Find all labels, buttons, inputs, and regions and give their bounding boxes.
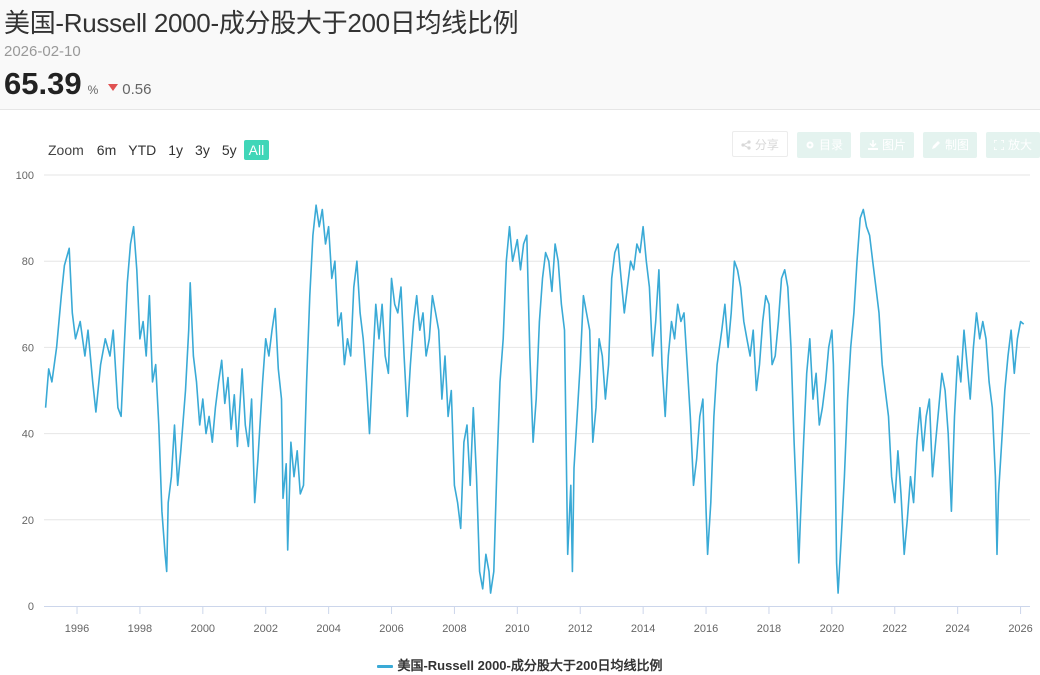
y-tick-label: 0: [28, 601, 34, 613]
draw-button[interactable]: 制图: [922, 132, 977, 158]
down-arrow-icon: [108, 84, 119, 92]
download-icon: [867, 140, 878, 150]
chart-gridlines: [44, 174, 1030, 521]
y-tick-label: 80: [22, 256, 34, 268]
y-tick-label: 20: [22, 515, 34, 527]
value-change: 0.56: [122, 81, 152, 98]
enlarge-button[interactable]: 放大: [985, 132, 1040, 158]
page-title: 美国-Russell 2000-成分股大于200日均线比例: [4, 8, 519, 38]
y-tick-label: 60: [22, 342, 34, 354]
x-tick-label: 2004: [316, 623, 340, 635]
x-tick-label: 2022: [883, 623, 907, 635]
y-tick-label: 100: [16, 170, 34, 182]
legend-swatch: [377, 665, 394, 669]
enlarge-label: 放大: [1007, 138, 1032, 152]
x-tick-label: 2008: [442, 623, 466, 635]
x-tick-label: 2010: [505, 623, 529, 635]
series-line: [44, 204, 1025, 594]
share-label: 分享: [754, 138, 779, 152]
share-icon: [741, 140, 751, 150]
header-panel: 美国-Russell 2000-成分股大于200日均线比例 2026-02-10…: [0, 0, 1040, 110]
y-tick-label: 40: [22, 429, 34, 441]
y-axis-labels: 0 20 40 60 80 100: [16, 170, 34, 613]
range-button-1y[interactable]: 1y: [168, 142, 184, 158]
value-unit: %: [87, 83, 99, 97]
latest-value-row: 65.39% 0.56: [4, 66, 151, 102]
image-button[interactable]: 图片: [859, 132, 914, 158]
x-tick-label: 2018: [757, 623, 781, 635]
share-button[interactable]: 分享: [731, 131, 788, 157]
image-label: 图片: [881, 138, 906, 152]
chart-toolbar: 分享 目录 图片 制图 放大: [723, 131, 1040, 158]
range-button-5y[interactable]: 5y: [221, 142, 237, 158]
x-tick-label: 2000: [191, 623, 215, 635]
legend-label: 美国-Russell 2000-成分股大于200日均线比例: [397, 658, 663, 673]
x-tick-label: 2014: [631, 623, 655, 635]
range-button-3y[interactable]: 3y: [195, 142, 210, 158]
x-tick-label: 2026: [1008, 623, 1032, 635]
x-tick-label: 2002: [253, 623, 277, 635]
range-button-6m[interactable]: 6m: [96, 142, 117, 158]
x-tick-label: 2012: [568, 623, 592, 635]
chart-legend[interactable]: 美国-Russell 2000-成分股大于200日均线比例: [0, 655, 1040, 674]
range-button-all[interactable]: All: [243, 140, 270, 160]
catalog-button[interactable]: 目录: [796, 132, 851, 158]
gear-icon: [805, 140, 815, 150]
range-button-ytd[interactable]: YTD: [128, 142, 157, 158]
x-tick-label: 2006: [379, 623, 403, 635]
x-tick-label: 2024: [945, 623, 969, 635]
draw-label: 制图: [944, 138, 969, 152]
x-tick-label: 2016: [694, 623, 718, 635]
latest-value: 65.39: [4, 66, 82, 101]
x-tick-label: 1996: [65, 623, 89, 635]
x-tick-label: 2020: [820, 623, 844, 635]
range-selector: Zoom 6m YTD 1y 3y 5y All: [48, 140, 271, 162]
x-axis-labels: 1996 1998 2000 2002 2004 2006 2008 2010 2012 2014…: [65, 623, 1033, 635]
x-tick-label: 1998: [128, 623, 152, 635]
catalog-label: 目录: [818, 138, 843, 152]
expand-icon: [993, 140, 1004, 150]
pencil-icon: [931, 140, 941, 150]
zoom-label: Zoom: [48, 142, 84, 158]
latest-date: 2026-02-10: [4, 43, 81, 60]
chart-axes: [44, 606, 1030, 614]
